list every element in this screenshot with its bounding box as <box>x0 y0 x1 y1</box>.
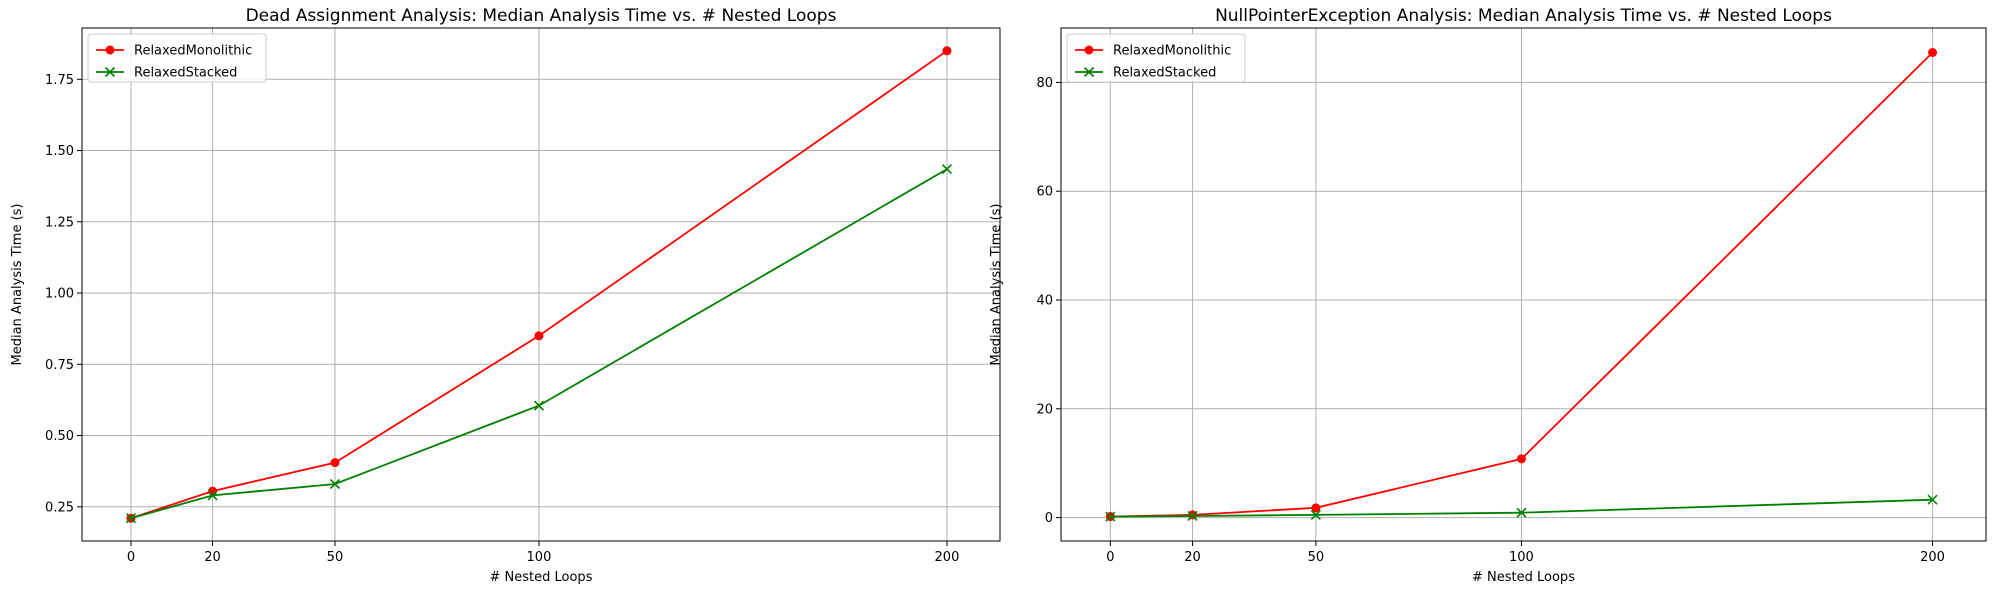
x-tick-label: 200 <box>1920 550 1945 565</box>
y-tick-label: 80 <box>1036 76 1053 91</box>
x-tick-label: 20 <box>204 550 221 565</box>
data-point <box>1105 511 1116 522</box>
x-tick-label: 200 <box>935 550 960 565</box>
legend-marker <box>1084 45 1094 55</box>
y-tick-label: 1.50 <box>45 144 74 159</box>
x-axis-label: # Nested Loops <box>490 570 593 585</box>
y-tick-label: 0.75 <box>45 358 74 373</box>
data-point <box>534 331 544 341</box>
legend-label: RelaxedStacked <box>134 66 237 81</box>
legend-label: RelaxedMonolithic <box>1113 44 1231 59</box>
legend-marker <box>104 66 116 78</box>
legend-box <box>1066 33 1246 83</box>
y-axis-label: Median Analysis Time (s) <box>10 204 25 366</box>
x-tick-label: 0 <box>127 550 135 565</box>
data-point <box>1928 47 1938 57</box>
y-tick-label: 1.00 <box>45 287 74 302</box>
data-point <box>125 513 137 524</box>
y-tick-label: 40 <box>1036 294 1053 309</box>
data-point <box>330 458 340 468</box>
data-point <box>1927 494 1938 505</box>
dead-assignment-chart: 0 20 50 100 200 0.25 0.50 0.75 1.00 1.25 1.50 1.75 D… <box>10 6 1001 585</box>
legend-label: RelaxedStacked <box>1113 66 1216 81</box>
data-point <box>207 490 218 501</box>
data-point <box>533 400 545 411</box>
legend-marker <box>1083 66 1095 78</box>
x-tick-label: 50 <box>327 550 344 565</box>
data-point <box>1310 509 1321 520</box>
data-point <box>329 478 341 490</box>
legend: RelaxedMonolithic RelaxedStacked <box>87 33 267 83</box>
x-tick-label: 20 <box>1184 550 1201 565</box>
x-axis-label: # Nested Loops <box>1472 570 1575 585</box>
data-point <box>941 164 953 175</box>
chart-title: Dead Assignment Analysis: Median Analysi… <box>246 6 837 26</box>
x-tick-label: 100 <box>1509 550 1534 565</box>
data-point <box>1516 507 1527 518</box>
data-point <box>1516 454 1526 464</box>
data-point <box>1187 510 1198 522</box>
plot-frame <box>1060 27 1987 542</box>
x-tick-label: 0 <box>1106 550 1114 565</box>
legend-label: RelaxedMonolithic <box>134 44 252 59</box>
y-tick-label: 1.25 <box>45 215 74 230</box>
plot-frame <box>81 27 1001 542</box>
null-pointer-chart: 0 20 50 100 200 0 20 40 60 80 NullPointerException… <box>989 6 1987 585</box>
x-tick-label: 100 <box>527 550 552 565</box>
y-tick-label: 0.25 <box>45 500 74 515</box>
y-tick-label: 0.50 <box>45 429 74 444</box>
x-tick-label: 50 <box>1308 550 1325 565</box>
legend-marker <box>105 45 115 55</box>
y-tick-label: 20 <box>1036 402 1053 417</box>
y-tick-label: 1.75 <box>45 73 74 88</box>
y-axis-label: Median Analysis Time (s) <box>989 204 1004 366</box>
data-point <box>942 46 952 56</box>
y-tick-label: 60 <box>1036 185 1053 200</box>
chart-title: NullPointerException Analysis: Median An… <box>1215 6 1832 26</box>
legend: RelaxedMonolithic RelaxedStacked <box>1066 33 1246 83</box>
y-tick-label: 0 <box>1045 511 1053 526</box>
legend-box <box>87 33 267 83</box>
data-point <box>1311 503 1321 513</box>
